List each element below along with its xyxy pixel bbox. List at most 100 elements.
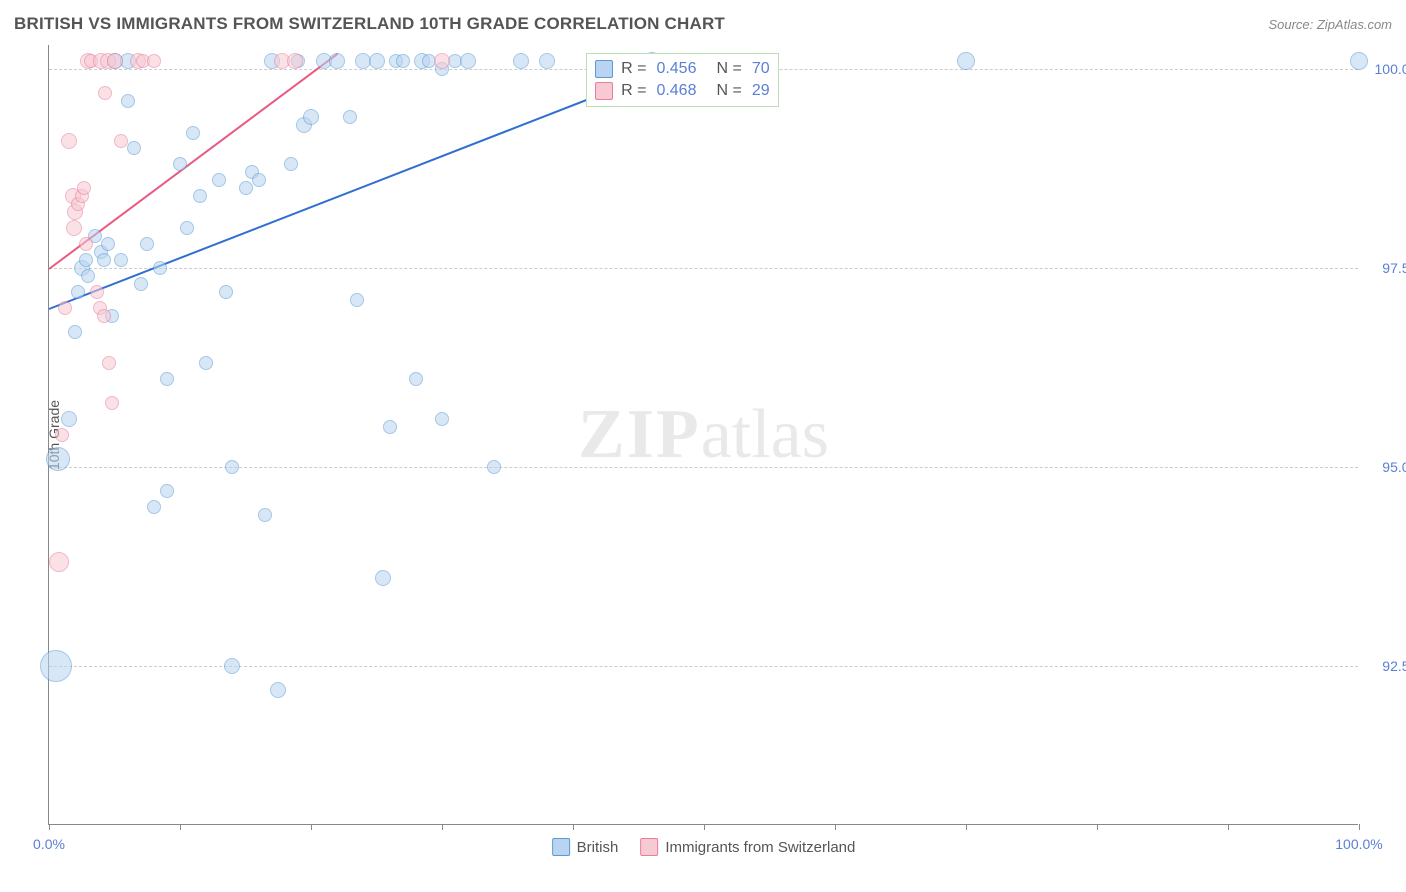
legend-item: Immigrants from Switzerland [640,838,855,856]
scatter-point-british [180,221,194,235]
y-tick-label: 92.5% [1366,658,1406,674]
chart-container: BRITISH VS IMMIGRANTS FROM SWITZERLAND 1… [0,0,1406,892]
scatter-point-british [329,53,345,69]
scatter-point-british [1350,52,1368,70]
scatter-point-british [343,110,357,124]
x-tick-label: 0.0% [33,836,65,852]
scatter-point-swiss [66,220,82,236]
x-tick [180,824,181,830]
n-label: N = [716,60,741,78]
scatter-point-british [79,253,93,267]
scatter-point-british [147,500,161,514]
scatter-point-british [134,277,148,291]
scatter-point-swiss [58,301,72,315]
x-tick [442,824,443,830]
stats-box: R =0.456N =70R =0.468N =29 [586,53,779,107]
scatter-point-british [81,269,95,283]
scatter-point-swiss [114,134,128,148]
r-value: 0.468 [656,82,696,100]
watermark-zip: ZIP [578,396,701,473]
scatter-point-british [369,53,385,69]
scatter-point-british [252,173,266,187]
scatter-point-swiss [77,181,91,195]
scatter-point-british [284,157,298,171]
gridline [49,268,1358,269]
scatter-point-british [173,157,187,171]
scatter-point-swiss [105,396,119,410]
scatter-point-british [186,126,200,140]
x-tick [49,824,50,830]
scatter-point-british [375,570,391,586]
scatter-point-british [258,508,272,522]
watermark: ZIPatlas [578,395,829,475]
scatter-point-swiss [90,285,104,299]
x-tick-label: 100.0% [1335,836,1382,852]
x-tick [1359,824,1360,830]
scatter-point-british [40,650,72,682]
scatter-point-swiss [97,309,111,323]
x-tick [704,824,705,830]
scatter-point-british [225,460,239,474]
gridline [49,666,1358,667]
plot-area: 10th Grade ZIPatlas BritishImmigrants fr… [48,45,1358,825]
legend-label: Immigrants from Switzerland [665,839,855,856]
scatter-point-british [487,460,501,474]
legend-label: British [577,839,619,856]
scatter-point-british [539,53,555,69]
scatter-point-british [140,237,154,251]
y-tick-label: 100.0% [1366,61,1406,77]
scatter-point-british [239,181,253,195]
scatter-point-swiss [79,237,93,251]
scatter-point-british [193,189,207,203]
scatter-point-british [513,53,529,69]
scatter-point-british [219,285,233,299]
source-label: Source: ZipAtlas.com [1268,17,1392,32]
scatter-point-british [160,484,174,498]
y-tick-label: 95.0% [1366,459,1406,475]
r-label: R = [621,60,646,78]
scatter-point-british [350,293,364,307]
scatter-point-british [383,420,397,434]
scatter-point-british [435,412,449,426]
r-value: 0.456 [656,60,696,78]
scatter-point-swiss [61,133,77,149]
scatter-point-swiss [287,53,303,69]
watermark-atlas: atlas [701,396,829,473]
scatter-point-british [101,237,115,251]
scatter-point-swiss [147,54,161,68]
x-tick [1097,824,1098,830]
scatter-point-british [121,94,135,108]
scatter-point-british [957,52,975,70]
x-tick [311,824,312,830]
scatter-point-british [199,356,213,370]
scatter-point-british [71,285,85,299]
scatter-point-british [61,411,77,427]
scatter-point-british [68,325,82,339]
x-tick [1228,824,1229,830]
y-tick-label: 97.5% [1366,260,1406,276]
legend-swatch [552,838,570,856]
scatter-point-british [212,173,226,187]
scatter-point-british [127,141,141,155]
scatter-point-british [153,261,167,275]
stats-row: R = 0.468 N = 29 [595,80,770,102]
scatter-point-british [409,372,423,386]
scatter-point-swiss [434,53,450,69]
scatter-point-swiss [98,86,112,100]
legend-swatch [640,838,658,856]
legend: British Immigrants from Switzerland [552,838,856,856]
scatter-point-british [303,109,319,125]
gridline [49,467,1358,468]
scatter-point-british [46,447,70,471]
x-tick [966,824,967,830]
x-tick [573,824,574,830]
scatter-point-british [97,253,111,267]
scatter-point-british [396,54,410,68]
n-label: N = [716,82,741,100]
n-value: 29 [752,82,770,100]
stats-swatch [595,82,613,100]
r-label: R = [621,82,646,100]
chart-title: BRITISH VS IMMIGRANTS FROM SWITZERLAND 1… [14,14,725,34]
stats-row: R =0.456N =70 [595,58,770,80]
stats-swatch [595,60,613,78]
